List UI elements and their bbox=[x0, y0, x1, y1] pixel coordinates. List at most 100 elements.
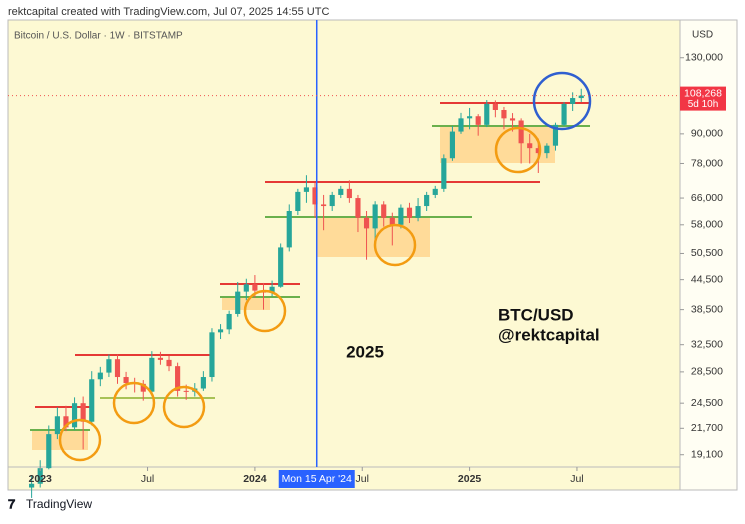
candle-body bbox=[71, 403, 78, 428]
levels bbox=[30, 102, 590, 431]
candle-body bbox=[235, 291, 241, 314]
chart-title: Bitcoin / U.S. Dollar · 1W · BITSTAMP bbox=[14, 31, 183, 42]
candle-body bbox=[303, 187, 310, 192]
candle-body bbox=[157, 357, 164, 360]
countdown-label: 5d 10h bbox=[688, 99, 719, 110]
candle-body bbox=[449, 131, 455, 159]
crosshair-label: Mon 15 Apr '24 bbox=[282, 473, 352, 485]
y-tick-label: 44,500 bbox=[691, 273, 723, 285]
candle-body bbox=[441, 158, 447, 189]
candle-body bbox=[269, 286, 275, 293]
y-tick-label: 21,700 bbox=[691, 422, 723, 434]
candle-body bbox=[329, 194, 335, 207]
candle-body bbox=[114, 359, 121, 378]
candle-body bbox=[321, 204, 327, 207]
candle-body bbox=[535, 148, 541, 154]
y-tick-label: 78,000 bbox=[691, 157, 723, 169]
annotation: @rektcapital bbox=[498, 325, 600, 344]
footer-logo: 𝟕 TradingView bbox=[8, 496, 92, 511]
candle-body bbox=[295, 191, 301, 211]
y-tick-label: 90,000 bbox=[691, 128, 723, 140]
candle-body bbox=[175, 366, 181, 391]
candle-body bbox=[509, 118, 516, 121]
x-tick-label: 2023 bbox=[29, 473, 53, 485]
annotation: 2025 bbox=[346, 342, 384, 361]
candle-body bbox=[37, 468, 43, 484]
candle-body bbox=[458, 118, 464, 132]
last-price-label: 108,268 bbox=[684, 87, 722, 99]
candle-body bbox=[475, 116, 481, 125]
candle-body bbox=[527, 143, 533, 149]
y-tick-label: 38,500 bbox=[691, 303, 723, 315]
y-tick-label: 66,000 bbox=[691, 192, 723, 204]
annotation: BTC/USD bbox=[498, 305, 574, 324]
candle-body bbox=[89, 379, 95, 422]
candle-body bbox=[398, 207, 404, 225]
candle-body bbox=[97, 372, 103, 380]
candle-body bbox=[149, 357, 155, 392]
highlight-circle bbox=[243, 289, 287, 333]
x-tick-label: 2024 bbox=[243, 473, 267, 485]
y-tick-label: 130,000 bbox=[685, 52, 723, 64]
candle-body bbox=[415, 206, 421, 218]
highlight-circle bbox=[58, 418, 102, 462]
circles bbox=[58, 71, 592, 462]
candle-body bbox=[578, 95, 584, 99]
candle-body bbox=[123, 377, 129, 384]
candle-body bbox=[140, 383, 146, 392]
y-tick-label: 58,000 bbox=[691, 219, 723, 231]
candle-body bbox=[484, 103, 490, 125]
crosshair-label-bg bbox=[278, 470, 355, 488]
candle-body bbox=[106, 359, 112, 373]
highlight-circle bbox=[373, 223, 417, 267]
candle-body bbox=[389, 217, 395, 225]
candle-body bbox=[312, 187, 318, 205]
logo-mark: 𝟕 bbox=[8, 496, 16, 511]
candle-body bbox=[570, 98, 576, 104]
candle-body bbox=[200, 377, 206, 389]
candle-body bbox=[54, 416, 60, 435]
x-tick-label: Jul bbox=[570, 473, 583, 485]
candle-body bbox=[278, 247, 284, 287]
plot bbox=[29, 88, 584, 498]
candle-body bbox=[501, 109, 507, 119]
candle-body bbox=[346, 188, 352, 199]
header: rektcapital created with TradingView.com… bbox=[8, 6, 329, 18]
candle-body bbox=[424, 194, 430, 207]
highlight-circle bbox=[112, 381, 156, 425]
candle-body bbox=[80, 403, 86, 422]
candle-body bbox=[29, 483, 35, 488]
candle-body bbox=[63, 416, 69, 428]
y-tick-label: 32,500 bbox=[691, 338, 723, 350]
y-tick-label: 19,100 bbox=[691, 449, 723, 461]
candle-body bbox=[363, 217, 370, 229]
x-tick-label: Jul bbox=[141, 473, 154, 485]
y-tick-label: 24,500 bbox=[691, 397, 723, 409]
y-tick-label: 50,500 bbox=[691, 247, 723, 259]
candle-body bbox=[243, 284, 249, 292]
highlight-circle bbox=[532, 71, 592, 131]
candle-body bbox=[209, 332, 215, 378]
highlight-circle bbox=[494, 126, 542, 174]
candle-body bbox=[467, 116, 473, 119]
candle-body bbox=[492, 103, 498, 110]
currency: USD bbox=[692, 30, 713, 41]
candle-body bbox=[338, 188, 344, 195]
candle-body bbox=[226, 313, 232, 330]
candle-body bbox=[518, 120, 524, 144]
candle-body bbox=[166, 359, 172, 367]
candle-body bbox=[372, 204, 378, 229]
x-tick-label: 2025 bbox=[458, 473, 482, 485]
candle-body bbox=[252, 284, 258, 291]
y-tick-label: 28,500 bbox=[691, 366, 723, 378]
footer: TradingView bbox=[26, 497, 92, 511]
candle-body bbox=[552, 124, 559, 146]
last-price-bg bbox=[680, 86, 726, 111]
candle-body bbox=[183, 390, 189, 392]
candle-body bbox=[381, 204, 387, 218]
candle-body bbox=[217, 329, 224, 333]
highlight-circle bbox=[162, 385, 206, 429]
candle-body bbox=[355, 198, 361, 218]
candle-body bbox=[46, 434, 52, 469]
